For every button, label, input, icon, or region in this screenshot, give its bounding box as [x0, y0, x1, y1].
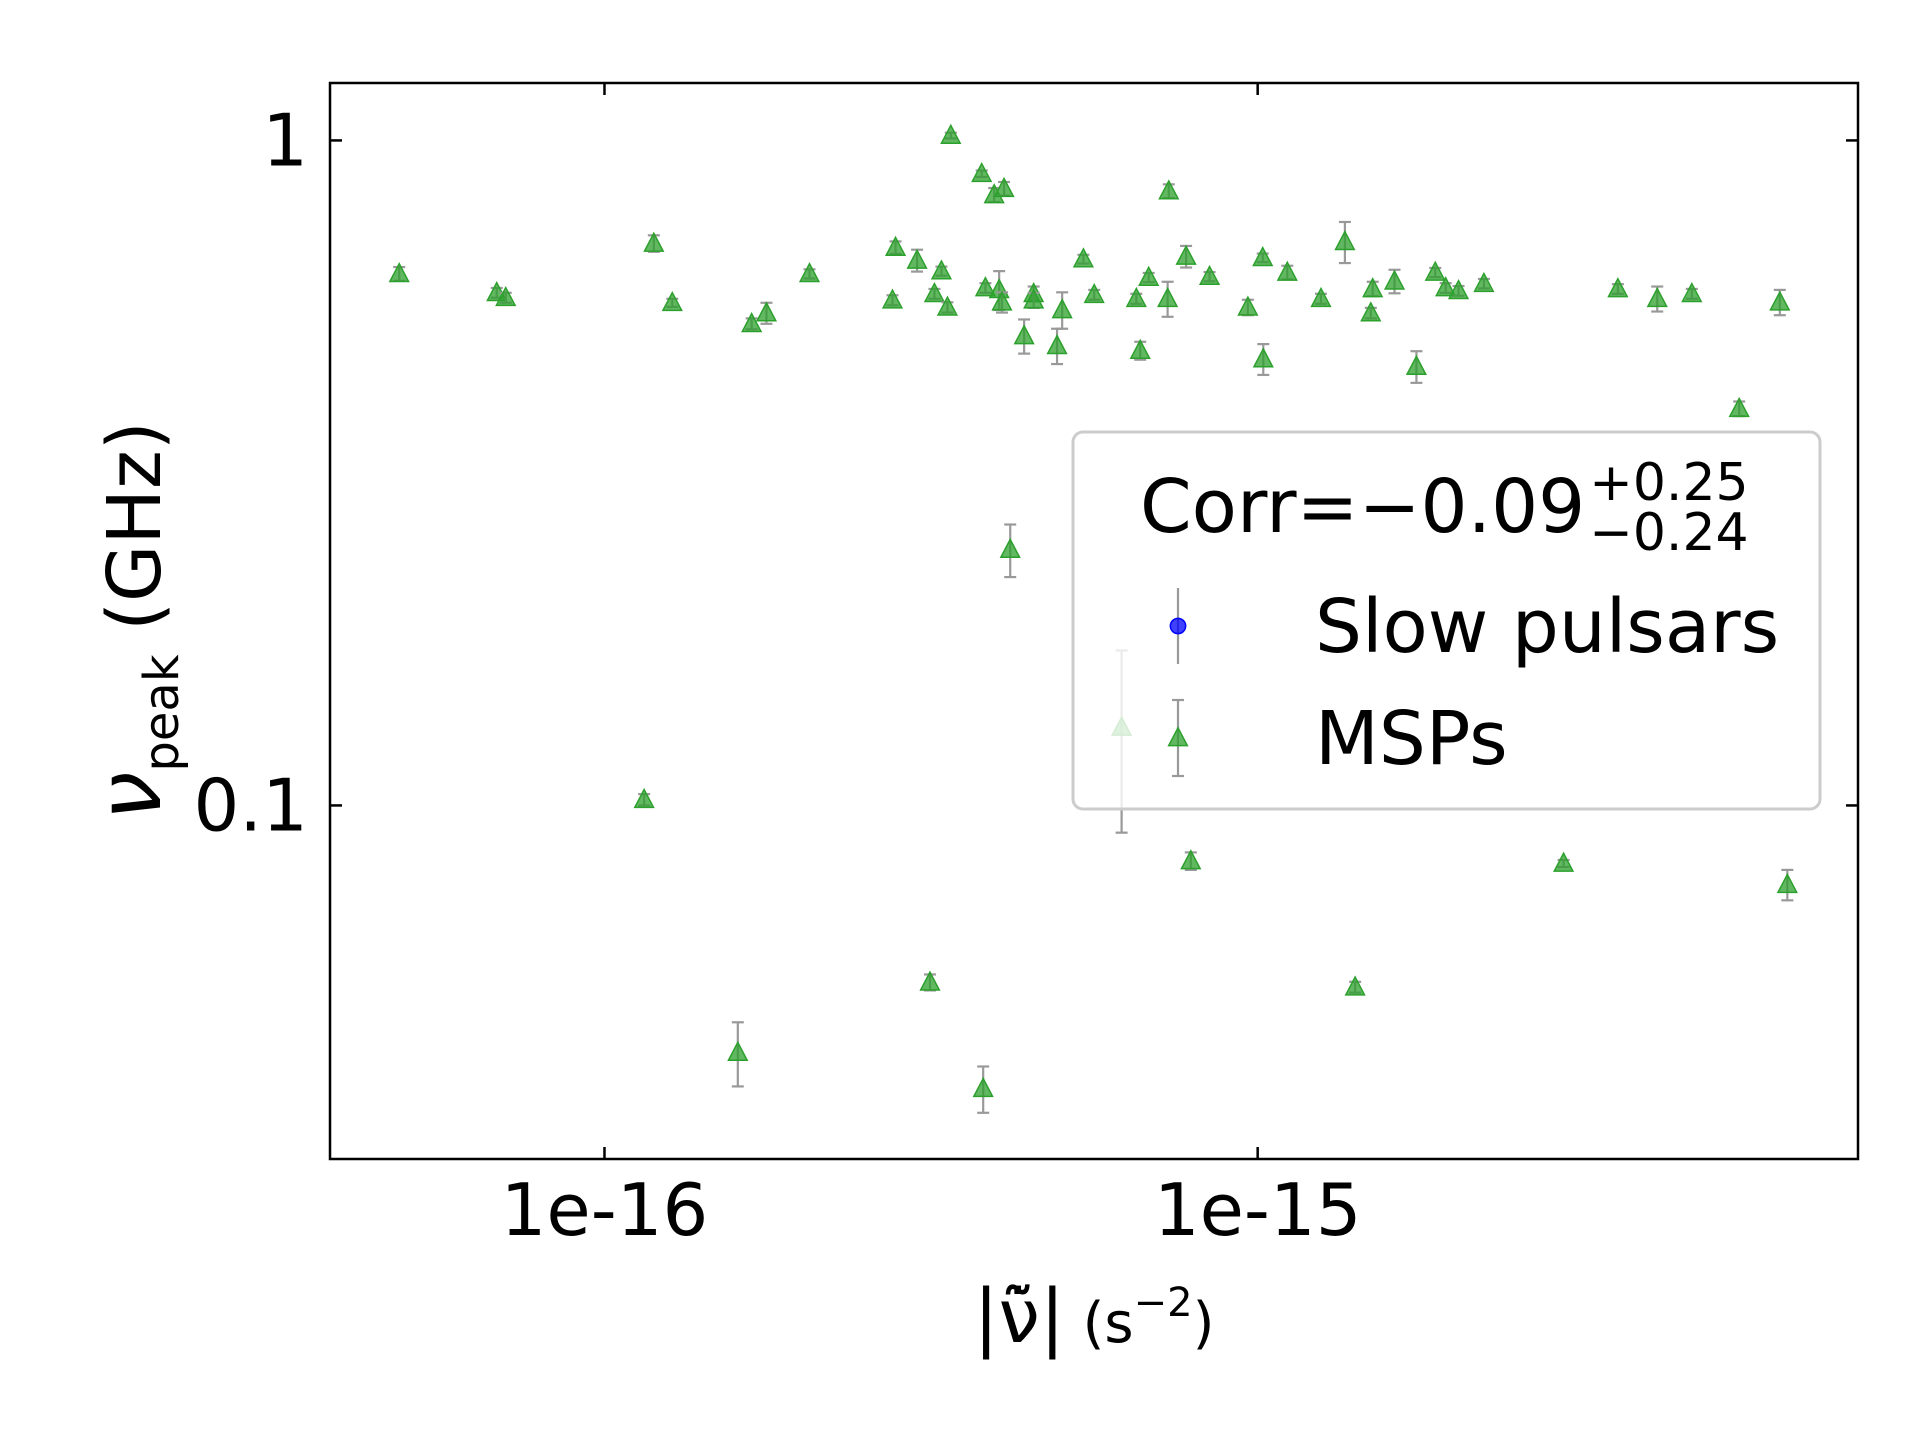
data-point — [1158, 179, 1180, 200]
legend-label: Slow pulsars — [1315, 584, 1779, 670]
x-label-exponent: −2 — [1134, 1280, 1193, 1326]
data-point — [1473, 271, 1495, 293]
data-point — [727, 1040, 749, 1061]
legend-box — [1071, 430, 1822, 811]
legend-title: Corr=−0.09 — [1140, 464, 1585, 550]
data-point — [936, 295, 959, 316]
data-point — [884, 235, 907, 256]
data-point — [1334, 229, 1356, 251]
legend-marker — [1169, 617, 1187, 635]
data-point — [906, 248, 928, 269]
data-point — [1237, 295, 1259, 316]
data-point — [755, 301, 778, 322]
data-point — [798, 262, 821, 283]
data-point — [1198, 264, 1221, 286]
data-point — [940, 123, 962, 144]
data-point — [1083, 282, 1105, 304]
data-point — [1051, 298, 1073, 319]
data-point — [1013, 324, 1035, 345]
legend-title-upper: +0.25 — [1589, 453, 1748, 513]
y-axis-label: νpeak (GHz) — [78, 421, 190, 820]
data-point — [1681, 281, 1703, 303]
y-label-symbol: ν — [78, 772, 181, 821]
data-point — [1362, 277, 1384, 298]
x-tick-label: 1e-16 — [501, 1168, 709, 1252]
data-point — [1646, 286, 1668, 308]
data-point — [999, 537, 1021, 559]
data-point — [1776, 872, 1798, 894]
data-point — [741, 311, 763, 333]
data-point — [1424, 260, 1446, 281]
data-point — [1157, 286, 1179, 308]
data-point — [1360, 301, 1382, 322]
data-point — [1552, 851, 1575, 872]
data-point — [1072, 247, 1094, 268]
data-point — [1447, 279, 1470, 300]
data-point — [1276, 260, 1298, 281]
x-tick-label: 1e-15 — [1154, 1168, 1362, 1252]
data-point — [1138, 265, 1160, 286]
data-point — [1252, 347, 1274, 368]
x-label-unit: (s — [1065, 1291, 1134, 1356]
data-point — [1046, 334, 1068, 355]
data-point — [1129, 338, 1151, 360]
data-point — [971, 161, 993, 183]
data-point — [633, 787, 655, 809]
data-point — [1435, 276, 1457, 297]
data-point — [1728, 396, 1750, 418]
data-point — [881, 288, 904, 309]
plot-frame — [328, 81, 1860, 1161]
data-point — [661, 290, 683, 312]
data-point — [1310, 286, 1332, 308]
data-point — [919, 970, 941, 991]
data-point — [643, 231, 665, 252]
legend-title-lower: −0.24 — [1589, 503, 1748, 563]
y-label-subscript: peak — [134, 654, 190, 771]
data-point — [991, 290, 1013, 311]
data-point — [1344, 975, 1366, 996]
data-point — [1252, 246, 1274, 267]
y-tick-label: 1 — [262, 98, 308, 182]
data-point — [1175, 244, 1197, 265]
data-point — [972, 1076, 994, 1098]
data-point — [1769, 290, 1791, 311]
data-point — [1180, 849, 1202, 870]
legend-title-main: Corr=−0.09 — [1140, 464, 1585, 550]
data-point — [1125, 286, 1147, 308]
data-point — [495, 285, 517, 307]
data-point — [388, 262, 410, 283]
x-label-main: |ν̃̇| — [974, 1274, 1065, 1360]
data-point — [974, 276, 997, 297]
data-point — [930, 259, 953, 280]
x-label-close: ) — [1193, 1291, 1215, 1356]
data-point — [993, 176, 1015, 198]
y-tick-label: 0.1 — [193, 763, 308, 847]
y-label-unit: (GHz) — [92, 421, 178, 654]
data-point — [923, 281, 946, 303]
data-point — [1383, 269, 1406, 290]
data-point — [1607, 277, 1629, 298]
x-axis-label: |ν̃̇| (s−2) — [974, 1274, 1215, 1360]
legend-marker — [1167, 726, 1189, 747]
legend-label: MSPs — [1315, 696, 1508, 782]
data-point — [1405, 354, 1428, 375]
data-point — [1023, 288, 1045, 309]
